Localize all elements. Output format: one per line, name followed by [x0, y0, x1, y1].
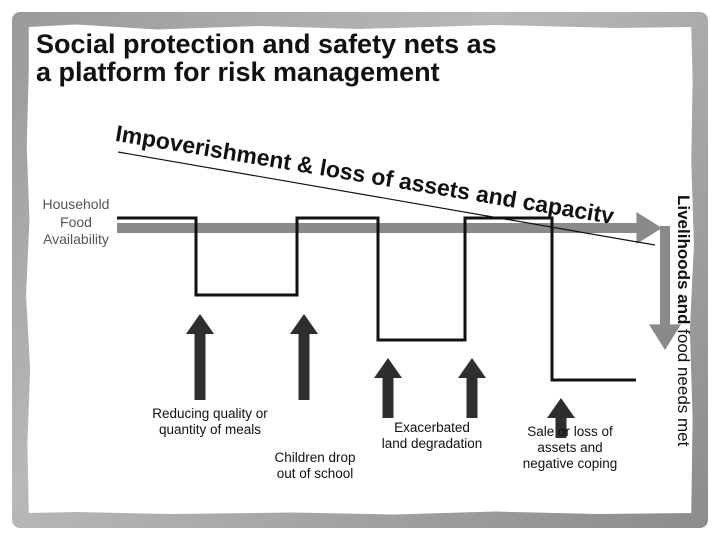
caption-3: Sale or loss of assets and negative copi…	[490, 424, 650, 473]
slide: Social protection and safety nets as a p…	[0, 0, 720, 540]
caption-1: Children drop out of school	[240, 450, 390, 482]
slide-title: Social protection and safety nets as a p…	[36, 30, 690, 87]
caption-0: Reducing quality or quantity of meals	[125, 406, 295, 438]
y-axis-label: Household Food Availability	[34, 196, 118, 249]
right-axis-label: Livelihoods and food needs met	[674, 195, 692, 446]
caption-2: Exacerbated land degradation	[352, 420, 512, 452]
right-axis-line1: Livelihoods and	[674, 195, 693, 324]
right-axis-line2: food needs met	[674, 329, 693, 446]
